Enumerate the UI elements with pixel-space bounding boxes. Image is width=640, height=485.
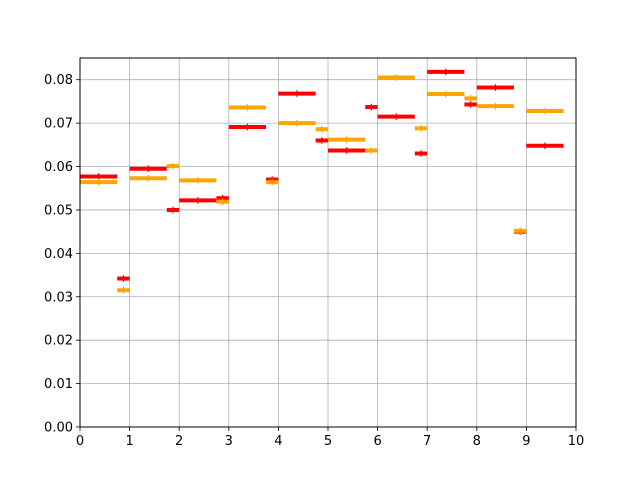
x-axis: 0 1 2 3 4 5 6 7 8 9 10 <box>76 427 584 449</box>
x-tick-label: 1 <box>125 434 133 449</box>
y-tick-label: 0.05 <box>44 203 73 218</box>
x-tick-label: 8 <box>473 434 481 449</box>
y-tick-label: 0.00 <box>44 421 73 436</box>
x-tick-label: 2 <box>175 434 183 449</box>
series-2 <box>80 74 564 294</box>
y-tick-label: 0.01 <box>44 377 73 392</box>
x-tick-label: 5 <box>324 434 332 449</box>
y-tick-label: 0.04 <box>44 247 73 262</box>
series-layer <box>80 68 564 294</box>
x-tick-label: 4 <box>274 434 282 449</box>
y-tick-label: 0.08 <box>44 73 73 88</box>
y-tick-label: 0.06 <box>44 160 73 175</box>
x-tick-label: 0 <box>76 434 84 449</box>
x-tick-label: 9 <box>522 434 530 449</box>
y-tick-label: 0.07 <box>44 117 73 132</box>
series-1 <box>80 68 564 282</box>
x-tick-label: 7 <box>423 434 431 449</box>
y-tick-label: 0.03 <box>44 290 73 305</box>
y-tick-label: 0.02 <box>44 334 73 349</box>
x-tick-label: 6 <box>373 434 381 449</box>
x-tick-label: 10 <box>568 434 585 449</box>
x-tick-label: 3 <box>225 434 233 449</box>
y-axis: 0.00 0.01 0.02 0.03 0.04 0.05 0.06 0.07 0.08 <box>44 73 80 436</box>
